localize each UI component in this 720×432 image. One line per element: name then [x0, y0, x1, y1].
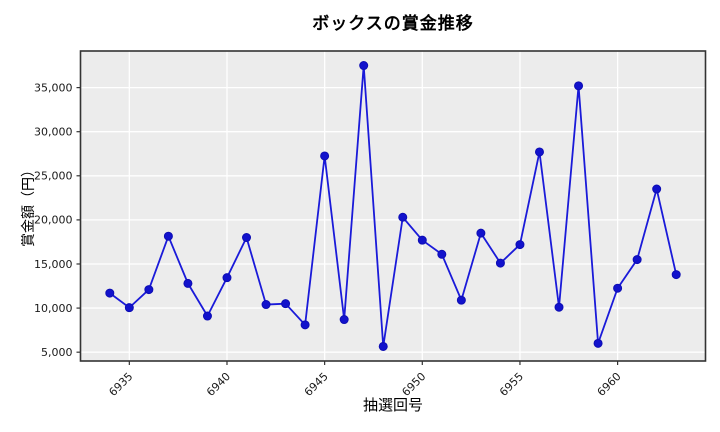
data-point: [105, 288, 115, 298]
data-point: [339, 315, 349, 325]
y-tick-label: 30,000: [34, 125, 73, 138]
x-tick-label: 6940: [204, 370, 233, 399]
data-point: [456, 295, 466, 305]
data-point: [144, 285, 154, 295]
data-point: [281, 299, 291, 309]
data-point: [534, 147, 544, 157]
data-point: [593, 338, 603, 348]
data-point: [202, 311, 212, 321]
y-tick-label: 35,000: [34, 81, 73, 94]
data-point: [671, 270, 681, 280]
x-tick-label: 6960: [595, 370, 624, 399]
y-tick-labels: 5,000 10,000 15,000 20,000 25,000 30,000 35,00…: [34, 81, 73, 359]
x-tick-label: 6955: [497, 370, 526, 399]
y-tick-label: 20,000: [34, 214, 73, 227]
x-tick-label: 6950: [399, 370, 428, 399]
data-point: [183, 278, 193, 288]
data-point: [437, 249, 447, 259]
data-point: [359, 61, 369, 71]
data-point: [300, 320, 310, 330]
data-point: [632, 255, 642, 265]
data-point: [554, 302, 564, 312]
x-tick-label: 6935: [106, 370, 135, 399]
data-point: [242, 233, 252, 243]
data-point: [613, 283, 623, 293]
data-point: [515, 240, 525, 250]
data-point: [222, 273, 232, 283]
chart-title: ボックスの賞金推移: [312, 14, 474, 34]
data-points: [105, 61, 681, 351]
plot-border: [79, 50, 707, 362]
data-point: [320, 151, 330, 161]
plot-background: [80, 51, 706, 361]
data-point: [417, 235, 427, 245]
y-tick-label: 10,000: [34, 302, 73, 315]
y-tick-label: 25,000: [34, 170, 73, 183]
data-point: [495, 258, 505, 268]
data-point: [163, 231, 173, 241]
data-point: [574, 81, 584, 91]
prize-trend-line: [109, 64, 678, 348]
data-point: [378, 341, 388, 351]
y-tick-label: 5,000: [41, 346, 73, 359]
y-tick-label: 15,000: [34, 258, 73, 271]
data-point: [124, 303, 134, 313]
x-axis-label: 抽選回号: [362, 396, 423, 414]
data-point: [398, 212, 408, 222]
x-tick-labels: 6935 6940 6945 6950 6955 6960: [106, 370, 623, 399]
data-point: [261, 300, 271, 310]
data-point: [652, 184, 662, 194]
data-point: [476, 228, 486, 238]
x-tick-label: 6945: [302, 370, 331, 399]
